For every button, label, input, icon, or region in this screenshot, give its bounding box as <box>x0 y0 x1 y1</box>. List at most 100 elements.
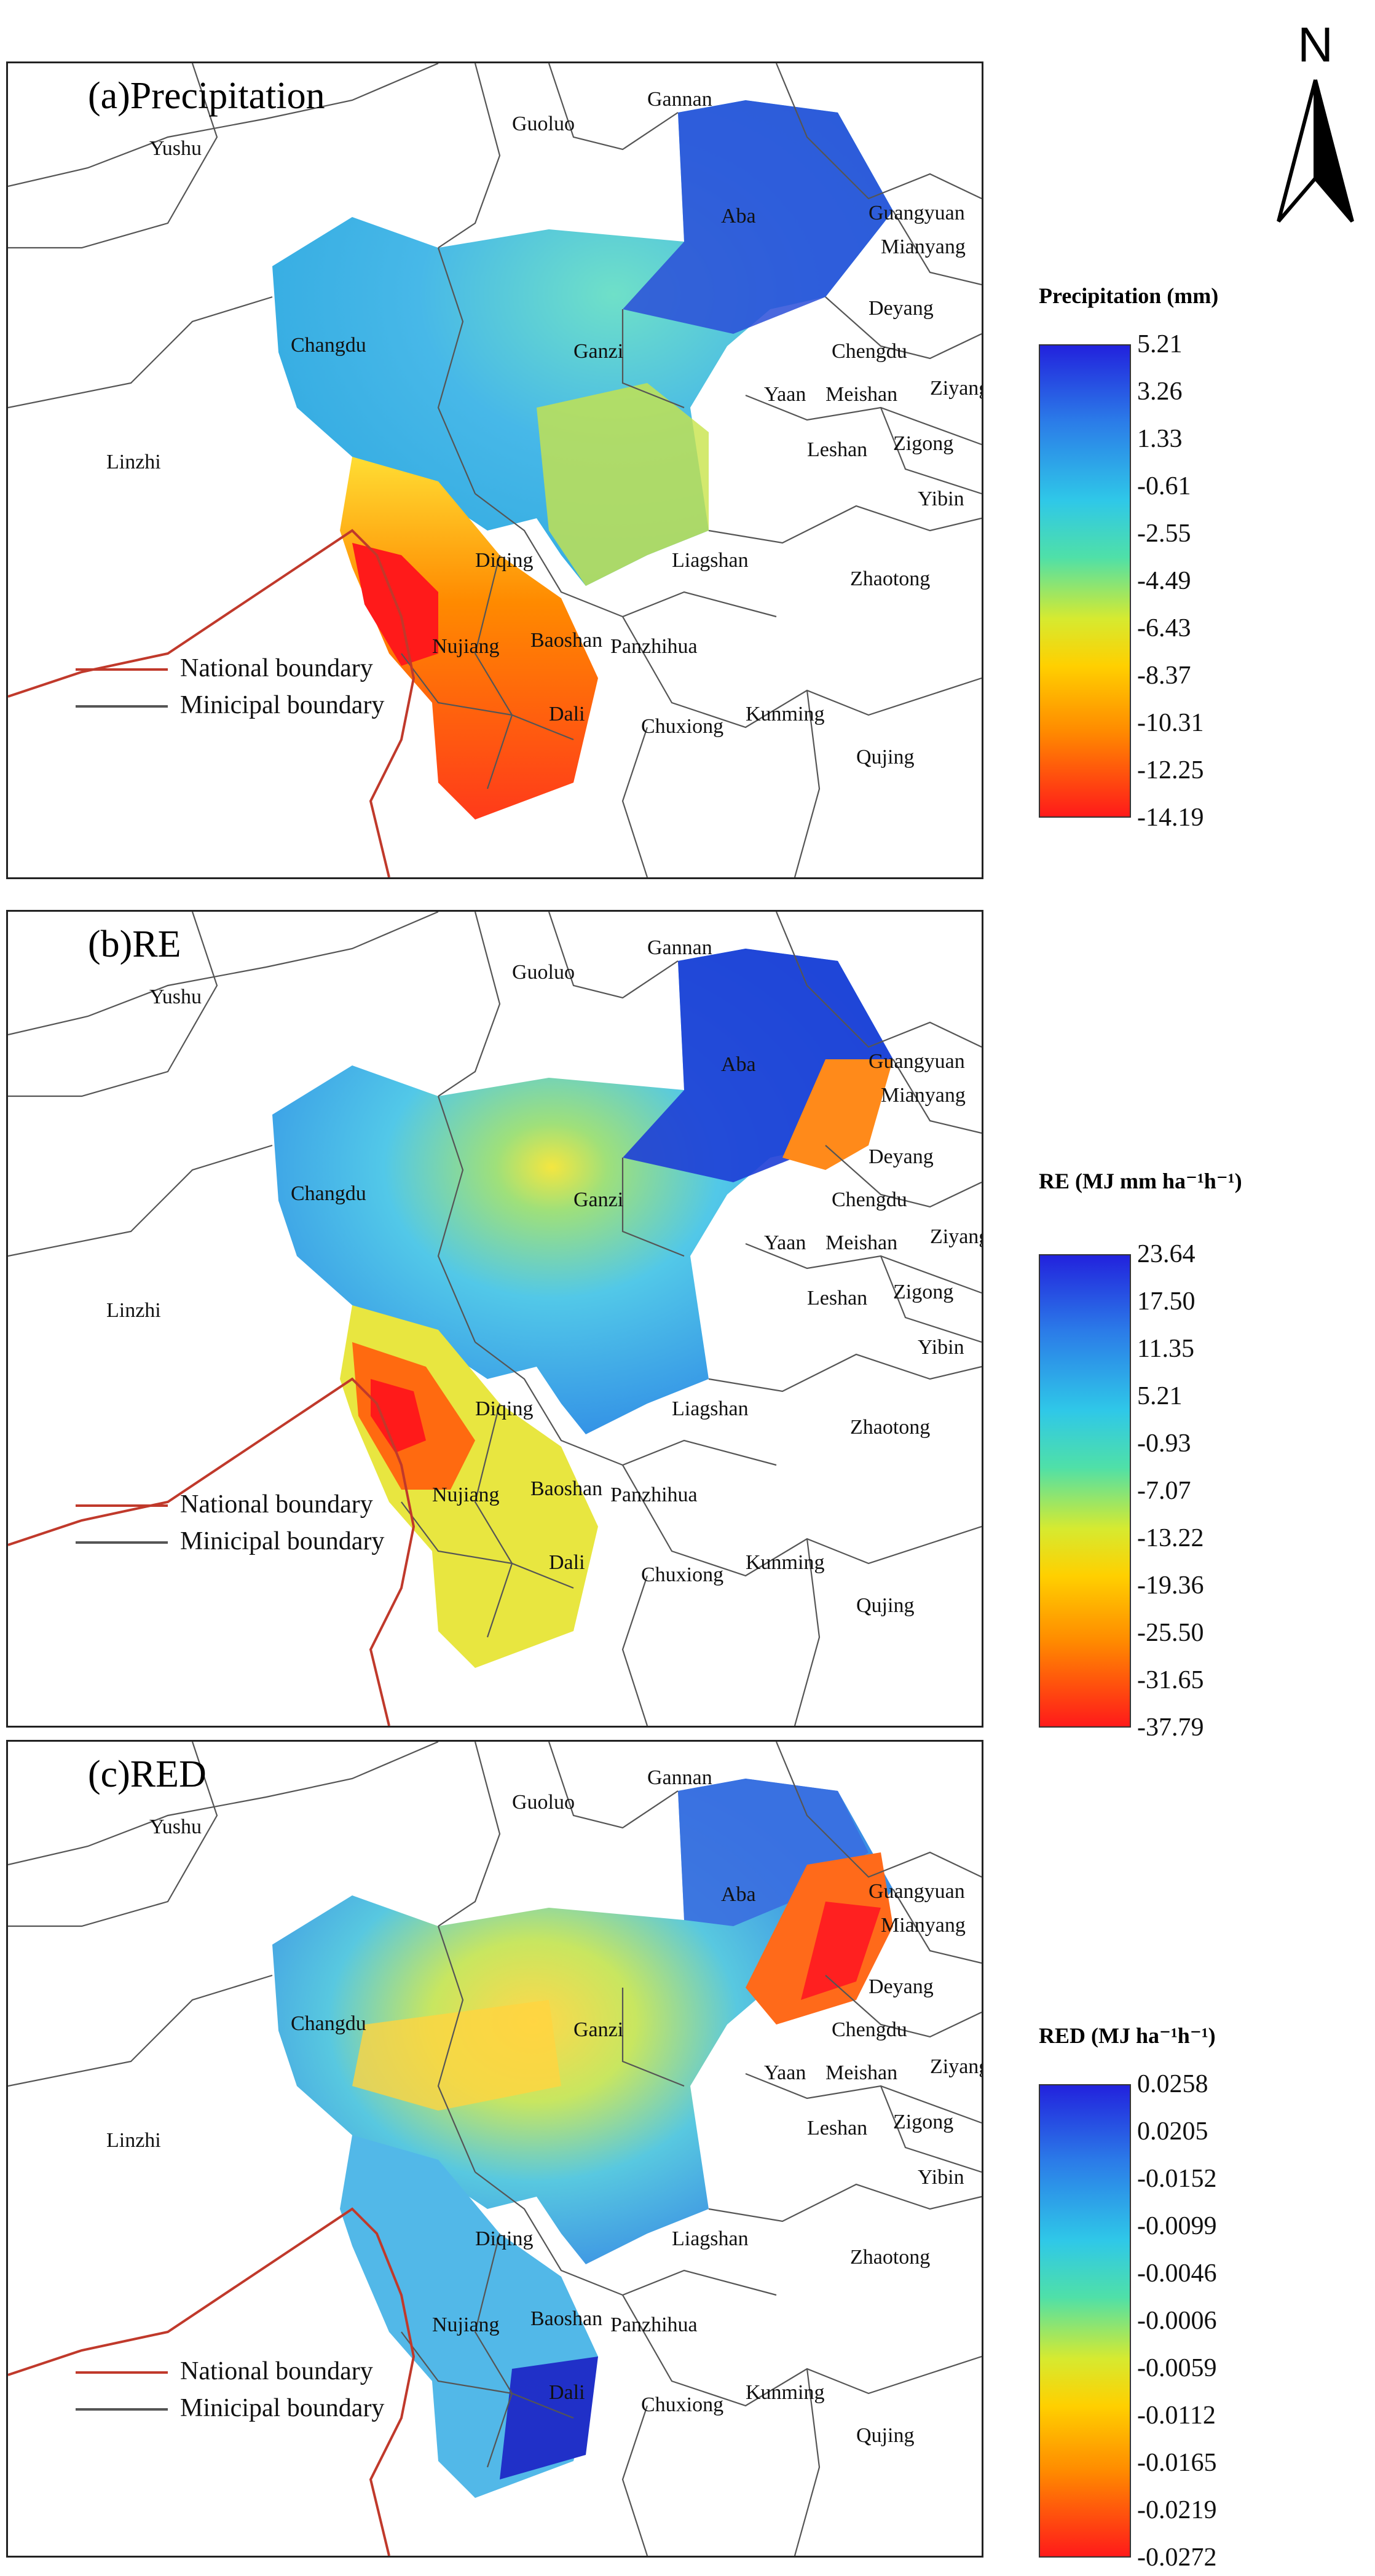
label-mianyang: Mianyang <box>881 235 966 258</box>
label-nujiang: Nujiang <box>432 1484 500 1506</box>
label-yibin: Yibin <box>918 1336 964 1359</box>
map-legend: National boundary Minicipal boundary <box>63 654 494 746</box>
legend-municipal: Minicipal boundary <box>63 1527 494 1557</box>
legend-label-municipal: Minicipal boundary <box>180 2394 385 2422</box>
label-changdu: Changdu <box>291 2012 366 2035</box>
colorbar-tick-label: 17.50 <box>1137 1287 1196 1316</box>
colorbar-tick-label: -0.0046 <box>1137 2259 1217 2288</box>
label-leshan: Leshan <box>807 438 868 461</box>
colorbar-red <box>1039 2084 1131 2558</box>
map-panel-precipitation: (a)Precipitation Guoluo Gannan Yushu Aba… <box>6 61 983 879</box>
north-letter: N <box>1298 18 1333 72</box>
label-zigong: Zigong <box>893 2111 954 2133</box>
legend-swatch-municipal <box>76 705 168 708</box>
colorbar-tick-label: -0.0165 <box>1137 2449 1217 2477</box>
national-boundary <box>8 529 416 877</box>
label-leshan: Leshan <box>807 2117 868 2139</box>
label-guoluo: Guoluo <box>512 961 575 984</box>
map-legend: National boundary Minicipal boundary <box>63 2357 494 2449</box>
label-yushu: Yushu <box>149 986 202 1008</box>
label-zigong: Zigong <box>893 1281 954 1303</box>
label-yaan: Yaan <box>764 1231 806 1254</box>
label-yaan: Yaan <box>764 383 806 406</box>
label-ganzi: Ganzi <box>573 2018 624 2041</box>
label-baoshan: Baoshan <box>530 1477 603 1500</box>
label-meishan: Meishan <box>825 2061 898 2084</box>
label-gannan: Gannan <box>647 1766 712 1789</box>
colorbar-title-re: RE (MJ mm ha⁻¹h⁻¹) <box>1039 1169 1242 1193</box>
label-gannan: Gannan <box>647 88 712 111</box>
label-diqing: Diqing <box>475 1397 534 1420</box>
colorbar-tick-label: -8.37 <box>1137 662 1191 690</box>
label-zhaotong: Zhaotong <box>850 2246 931 2269</box>
colorbar-tick-label: 5.21 <box>1137 330 1183 358</box>
label-ziyang: Ziyang <box>930 1225 983 1248</box>
colorbar-tick-label: -0.0112 <box>1137 2401 1216 2430</box>
colorbar-tick-label: 0.0205 <box>1137 2117 1208 2146</box>
legend-municipal: Minicipal boundary <box>63 2393 494 2424</box>
label-dali: Dali <box>549 703 585 725</box>
map-canvas <box>8 912 982 1726</box>
colorbar-title-precipitation: Precipitation (mm) <box>1039 283 1219 308</box>
municipal-boundaries <box>8 1742 982 2556</box>
colorbar-tick-label: -4.49 <box>1137 567 1191 595</box>
label-nujiang: Nujiang <box>432 2313 500 2336</box>
label-linzhi: Linzhi <box>106 451 161 473</box>
label-changdu: Changdu <box>291 334 366 357</box>
label-panzhihua: Panzhihua <box>610 1484 698 1506</box>
label-guangyuan: Guangyuan <box>869 1050 965 1073</box>
colorbar-tick-label: -6.43 <box>1137 614 1191 642</box>
legend-municipal: Minicipal boundary <box>63 690 494 721</box>
label-baoshan: Baoshan <box>530 629 603 652</box>
label-mianyang: Mianyang <box>881 1084 966 1107</box>
label-meishan: Meishan <box>825 383 898 406</box>
label-zigong: Zigong <box>893 432 954 455</box>
label-guoluo: Guoluo <box>512 1791 575 1814</box>
map-legend: National boundary Minicipal boundary <box>63 1490 494 1582</box>
colorbar-tick-label: 0.0258 <box>1137 2070 1208 2098</box>
label-liangshan: Liagshan <box>672 2227 749 2250</box>
label-chuxiong: Chuxiong <box>641 2393 724 2416</box>
colorbar-tick-label: 11.35 <box>1137 1335 1194 1363</box>
label-baoshan: Baoshan <box>530 2307 603 2330</box>
label-ziyang: Ziyang <box>930 2055 983 2078</box>
legend-national: National boundary <box>63 654 494 684</box>
label-nujiang: Nujiang <box>432 635 500 658</box>
label-ziyang: Ziyang <box>930 377 983 400</box>
colorbar-precipitation <box>1039 344 1131 818</box>
colorbar-tick-label: -7.07 <box>1137 1477 1191 1505</box>
legend-label-national: National boundary <box>180 2357 373 2385</box>
map-panel-red: (c)RED Guoluo Gannan Yushu Aba Guangyuan… <box>6 1740 983 2558</box>
label-zhaotong: Zhaotong <box>850 567 931 590</box>
colorbar-tick-label: -0.0152 <box>1137 2165 1217 2193</box>
legend-national: National boundary <box>63 1490 494 1520</box>
legend-swatch-national <box>76 1504 168 1507</box>
label-kunming: Kunming <box>746 703 825 725</box>
legend-swatch-national <box>76 668 168 671</box>
colorbar-tick-label: -0.0059 <box>1137 2354 1217 2382</box>
label-yushu: Yushu <box>149 1815 202 1838</box>
label-qujing: Qujing <box>856 2424 915 2447</box>
label-ganzi: Ganzi <box>573 340 624 363</box>
colorbar-tick-label: -31.65 <box>1137 1666 1204 1694</box>
label-aba: Aba <box>721 1883 756 1906</box>
north-arrow-icon: N <box>1277 17 1354 223</box>
label-changdu: Changdu <box>291 1182 366 1205</box>
colorbar-tick-label: 5.21 <box>1137 1382 1183 1410</box>
map-panel-re: (b)RE Guoluo Gannan Yushu Aba Guangyuan … <box>6 910 983 1728</box>
label-zhaotong: Zhaotong <box>850 1416 931 1439</box>
label-chengdu: Chengdu <box>832 340 907 363</box>
legend-label-national: National boundary <box>180 654 373 682</box>
panel-title: (c)RED <box>88 1753 207 1795</box>
colorbar-tick-label: 1.33 <box>1137 425 1183 453</box>
label-ganzi: Ganzi <box>573 1188 624 1211</box>
label-linzhi: Linzhi <box>106 1299 161 1322</box>
municipal-boundaries <box>8 912 982 1726</box>
colorbar-tick-label: -12.25 <box>1137 756 1204 784</box>
colorbar-tick-label: -2.55 <box>1137 520 1191 548</box>
label-gannan: Gannan <box>647 936 712 959</box>
label-yushu: Yushu <box>149 137 202 160</box>
label-guoluo: Guoluo <box>512 113 575 135</box>
municipal-boundaries <box>8 63 982 877</box>
label-linzhi: Linzhi <box>106 2129 161 2152</box>
